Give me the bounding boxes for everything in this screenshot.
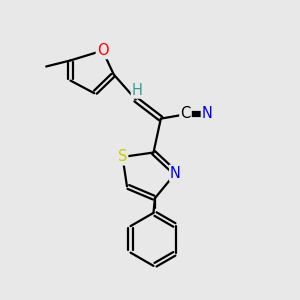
Text: C: C	[180, 106, 190, 121]
Text: S: S	[118, 149, 127, 164]
Text: H: H	[132, 82, 143, 98]
Text: N: N	[170, 166, 181, 181]
Text: O: O	[97, 43, 108, 58]
Text: N: N	[202, 106, 213, 121]
